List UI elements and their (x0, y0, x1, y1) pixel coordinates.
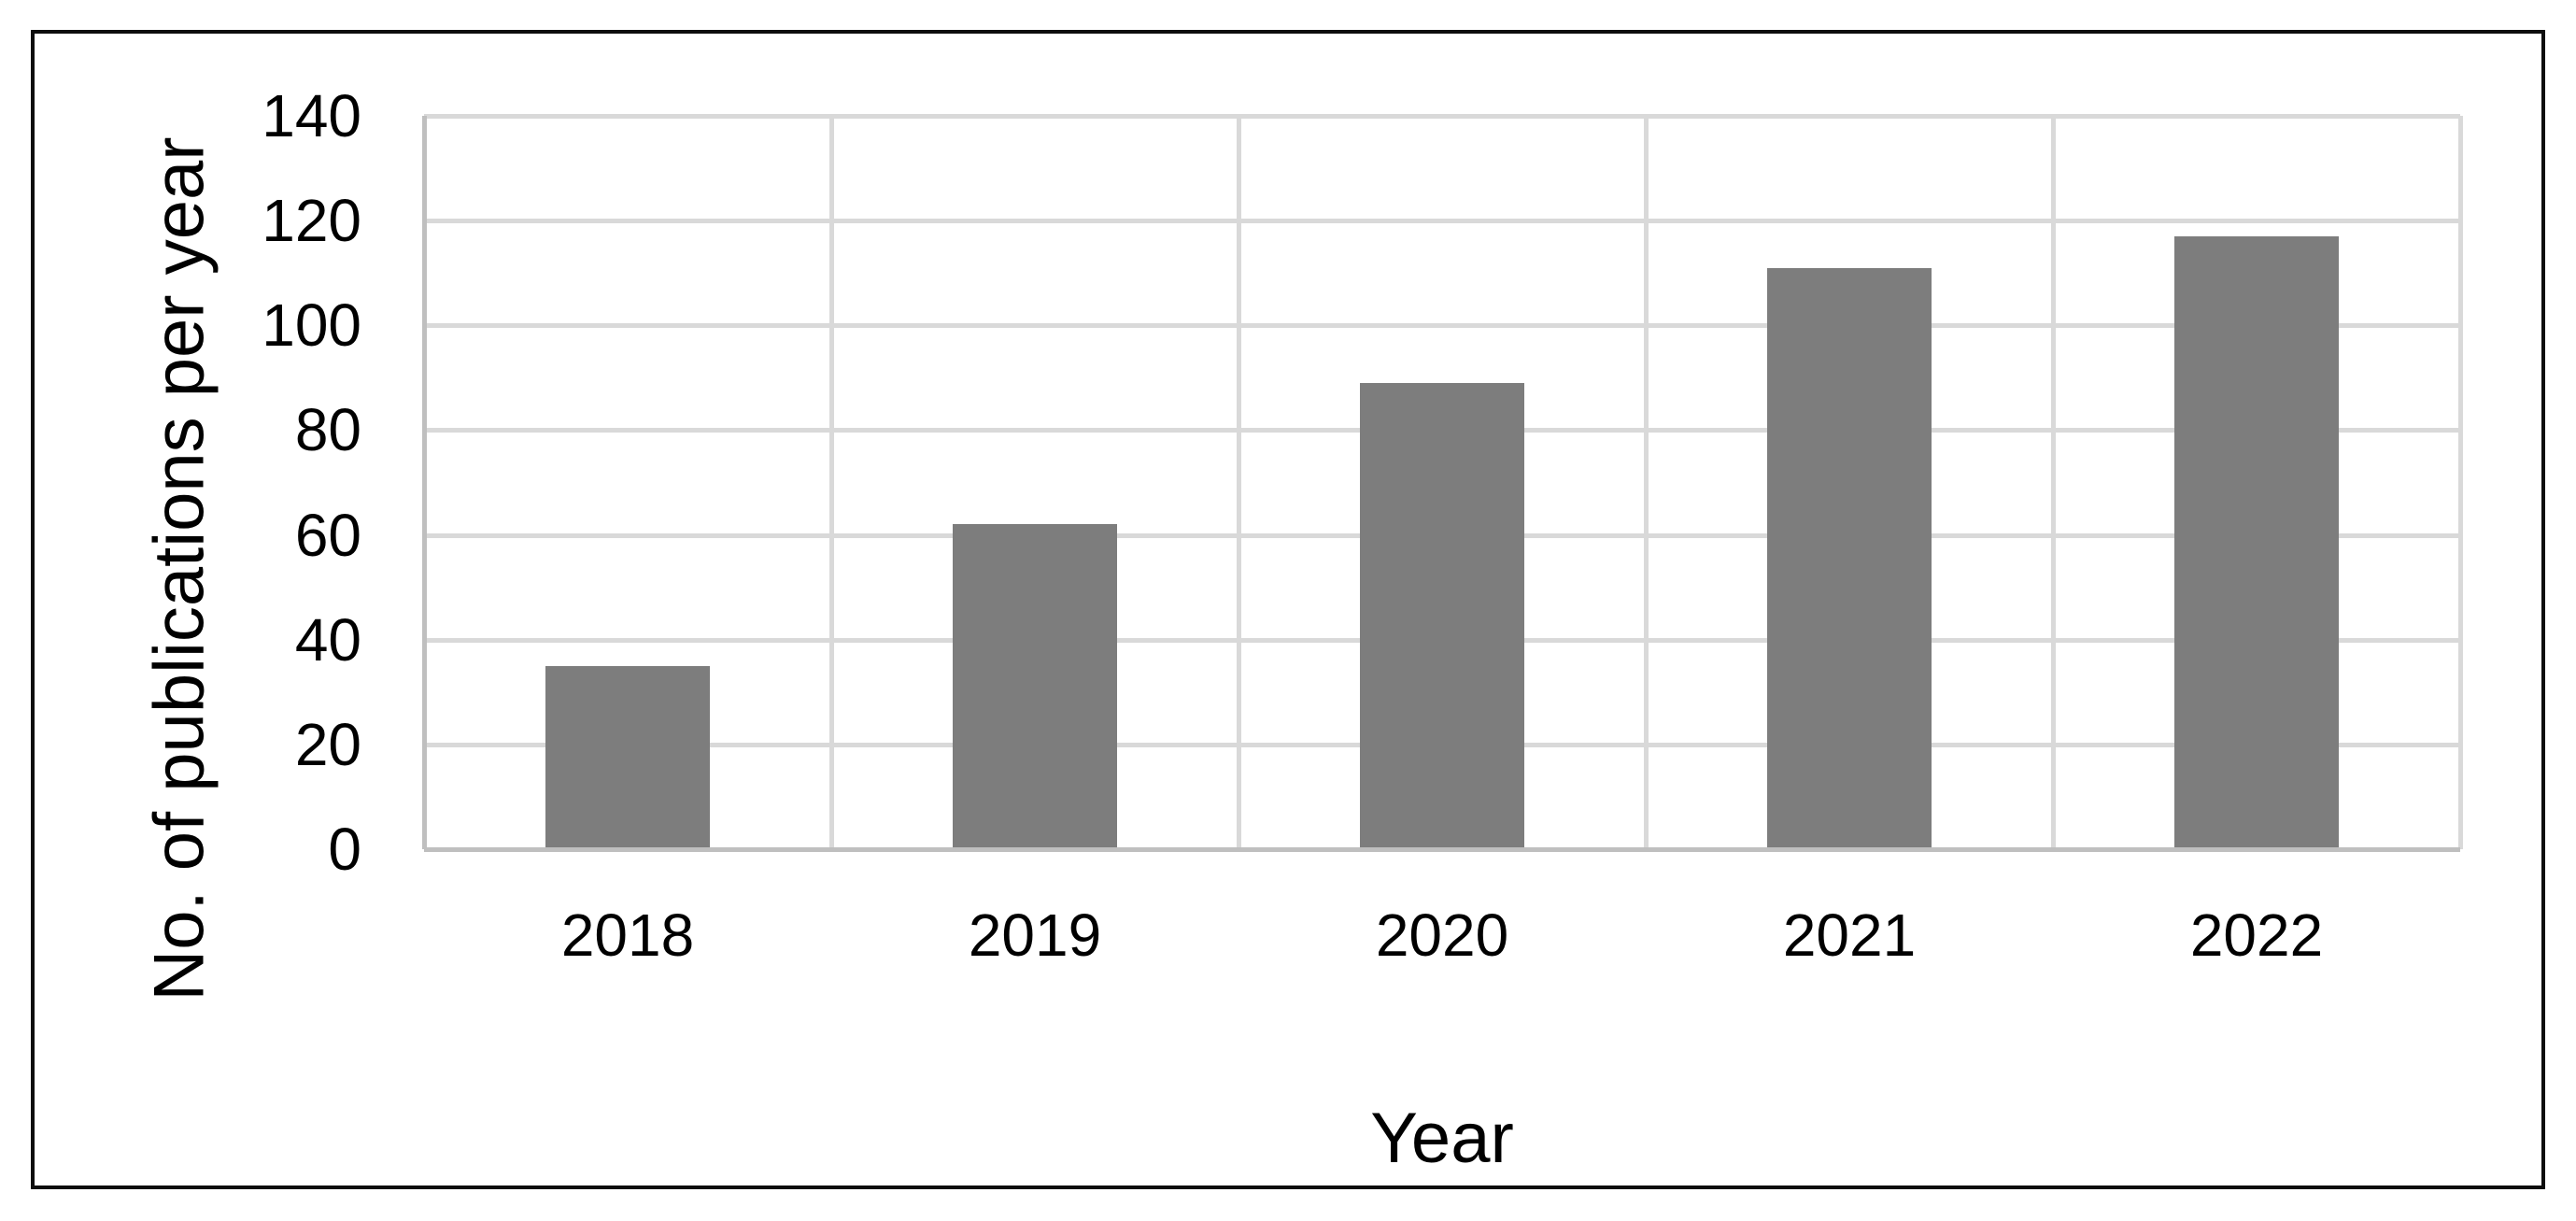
y-axis-line (422, 116, 427, 849)
y-tick-label-120: 120 (262, 187, 361, 255)
h-gridline-100 (424, 323, 2460, 329)
bar-2018 (545, 666, 710, 849)
y-tick-label-40: 40 (294, 605, 361, 674)
x-axis-line (424, 847, 2460, 852)
v-gridline-2 (1237, 116, 1241, 849)
v-gridline-3 (1644, 116, 1649, 849)
v-gridline-4 (2051, 116, 2056, 849)
x-category-label-2021: 2021 (1782, 902, 1917, 969)
h-gridline-120 (424, 219, 2460, 224)
bar-2019 (953, 524, 1117, 849)
y-tick-label-140: 140 (262, 82, 361, 149)
x-category-label-2022: 2022 (2189, 902, 2324, 969)
x-category-label-2019: 2019 (968, 902, 1102, 969)
h-gridline-140 (424, 114, 2460, 119)
v-gridline-5 (2458, 116, 2463, 849)
bar-2021 (1767, 268, 1932, 849)
x-axis-title: Year (1370, 1099, 1514, 1178)
y-tick-label-0: 0 (328, 816, 361, 883)
v-gridline-1 (829, 116, 834, 849)
y-tick-label-60: 60 (294, 501, 361, 569)
chart-frame: No. of publications per year Year 0 20 40 6… (31, 30, 2545, 1189)
y-tick-label-80: 80 (294, 396, 361, 464)
bar-2022 (2174, 236, 2339, 849)
plot-area (422, 114, 2463, 852)
bar-2020 (1360, 383, 1524, 849)
x-category-label-2020: 2020 (1375, 902, 1509, 969)
y-tick-label-20: 20 (294, 710, 361, 778)
x-category-label-2018: 2018 (560, 902, 695, 969)
y-tick-label-100: 100 (262, 291, 361, 360)
